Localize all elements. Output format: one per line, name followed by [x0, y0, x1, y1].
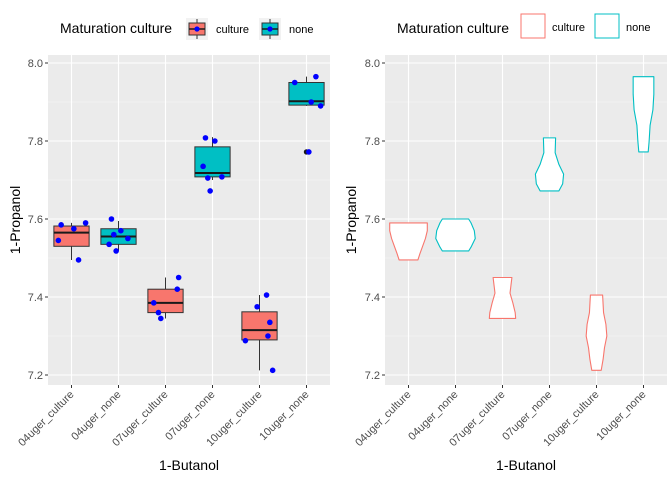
y-tick-label: 7.4: [28, 292, 43, 304]
y-tick-label: 7.8: [28, 136, 43, 148]
jitter-point: [291, 79, 298, 86]
jitter-point: [202, 135, 209, 141]
legend-label-culture-right: culture: [552, 22, 585, 34]
legend-key-none: [261, 19, 279, 39]
jitter-point: [175, 274, 182, 281]
legend-point: [194, 26, 200, 32]
legend-label-culture-left: culture: [216, 24, 249, 36]
legend-key-none-violin: [594, 13, 620, 39]
jitter-point: [269, 367, 276, 374]
legend-label-none-left: none: [289, 24, 313, 36]
legend-left: Maturation culture culture none: [60, 18, 313, 40]
y-tick-label: 8.0: [365, 58, 380, 70]
jitter-point: [254, 303, 260, 310]
jitter-point: [58, 222, 64, 228]
legend-key-culture: [188, 19, 206, 39]
jitter-point: [108, 216, 115, 222]
jitter-point: [118, 227, 124, 234]
y-tick-label: 7.2: [365, 370, 380, 382]
jitter-point: [155, 309, 162, 316]
y-axis-title-right: 1-Propanol: [343, 186, 359, 255]
legend-label-none-right: none: [626, 22, 650, 34]
x-tick-label: 10uger_none: [594, 389, 648, 443]
violin-10uger_culture: [585, 294, 608, 371]
y-tick-label: 7.6: [28, 214, 43, 226]
plot-panel-left: [48, 55, 330, 385]
jitter-point: [212, 138, 218, 144]
jitter-point: [113, 248, 119, 254]
jitter-point: [306, 149, 312, 155]
box-iqr: [288, 82, 325, 106]
legend-right: Maturation culture culture none: [397, 13, 650, 39]
jitter-point: [82, 220, 89, 226]
jitter-point: [313, 73, 319, 80]
y-tick-label: 7.4: [365, 292, 380, 304]
box-iqr: [147, 288, 184, 314]
violin-04uger_culture: [389, 222, 428, 261]
y-tick-label: 7.6: [365, 214, 380, 226]
boxplot-chart: Maturation culture culture none 7.27.47.…: [7, 18, 330, 473]
violin-10uger_none: [632, 76, 655, 153]
legend-key-culture-violin: [520, 13, 546, 39]
x-tick-label: 04uger_culture: [16, 389, 76, 449]
gridlines-right: [385, 55, 667, 385]
jitter-point: [265, 333, 271, 339]
violin-04uger_none: [435, 218, 476, 252]
boxplot-marks: [53, 73, 325, 374]
x-axis-title-left: 1-Butanol: [159, 457, 219, 473]
jitter-point: [55, 237, 62, 244]
jitter-point: [207, 188, 213, 194]
jitter-point: [219, 174, 225, 180]
y-axis-title-left: 1-Propanol: [7, 186, 23, 255]
x-tick-label: 10uger_none: [257, 389, 311, 443]
box-iqr: [194, 146, 231, 178]
y-axis-right: 7.2 7.4 7.6 7.8 8.0: [365, 58, 385, 382]
jitter-point: [106, 241, 112, 248]
violin-07uger_culture: [488, 276, 517, 319]
jitter-point: [267, 319, 273, 326]
jitter-point: [317, 103, 324, 109]
plot-panel-right: [385, 55, 667, 385]
jitter-point: [205, 175, 211, 181]
y-tick-label: 7.8: [365, 136, 380, 148]
jitter-point: [263, 292, 270, 298]
jitter-point: [158, 315, 164, 322]
x-axis-right: 04uger_culture04uger_none07uger_culture0…: [353, 385, 649, 449]
jitter-point: [242, 337, 249, 344]
x-tick-label: 04uger_culture: [353, 389, 413, 449]
box-04uger_culture: [53, 222, 90, 260]
box-iqr: [53, 225, 90, 247]
jitter-point: [71, 225, 77, 232]
jitter-point: [308, 99, 315, 105]
box-07uger_culture: [147, 277, 184, 319]
jitter-point: [75, 257, 82, 263]
jitter-point: [200, 163, 206, 170]
box-iqr: [241, 311, 278, 341]
y-tick-label: 7.2: [28, 370, 43, 382]
box-07uger_none: [194, 137, 231, 180]
jitter-point: [111, 231, 117, 238]
x-axis-left: 04uger_culture04uger_none07uger_culture0…: [16, 385, 312, 449]
x-axis-title-right: 1-Butanol: [496, 457, 556, 473]
jitter-point: [174, 286, 181, 293]
legend-title-left: Maturation culture: [60, 20, 172, 36]
violin-marks: [389, 76, 655, 371]
jitter-point: [150, 300, 157, 306]
y-tick-label: 8.0: [28, 58, 43, 70]
jitter-point: [125, 235, 131, 242]
violin-07uger_none: [534, 137, 565, 192]
box-10uger_none: [288, 76, 325, 155]
box-10uger_culture: [241, 295, 278, 371]
legend-point: [267, 26, 273, 32]
legend-title-right: Maturation culture: [397, 20, 509, 36]
y-axis-left: 7.2 7.4 7.6 7.8 8.0: [28, 58, 48, 382]
violin-chart: Maturation culture culture none 7.27.47.…: [343, 13, 667, 473]
